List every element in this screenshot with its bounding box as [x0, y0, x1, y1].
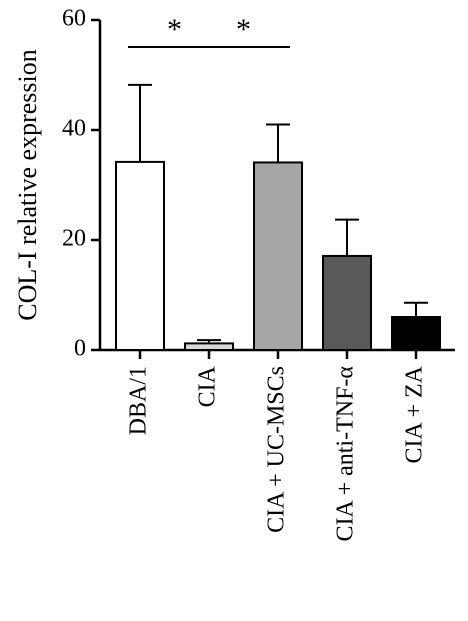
- significance-star: *: [236, 13, 251, 46]
- x-category-label: DBA/1: [126, 366, 152, 435]
- y-ticks: 0 20 40 60: [62, 6, 100, 362]
- y-tick-label: 60: [62, 6, 86, 32]
- bar: [184, 342, 234, 351]
- x-category-label: CIA + anti-TNF-α: [333, 366, 359, 542]
- y-tick-label: 0: [74, 336, 86, 362]
- bar: [115, 160, 165, 351]
- y-axis-title: COL-I relative expression: [13, 49, 42, 320]
- bar: [391, 316, 441, 351]
- x-category-label: CIA + ZA: [402, 365, 428, 463]
- y-tick-label: 20: [62, 226, 86, 252]
- x-category-label: CIA: [195, 365, 221, 407]
- significance-star: *: [167, 13, 182, 46]
- y-tick-label: 40: [62, 116, 86, 142]
- significance-markers: * *: [128, 13, 290, 48]
- x-category-label: CIA + UC-MSCs: [264, 366, 290, 533]
- bar: [253, 161, 303, 351]
- x-ticks: DBA/1 CIA CIA + UC-MSCs CIA + anti-TNF-α CIA…: [126, 350, 428, 541]
- bar: [322, 254, 372, 351]
- bars: [115, 83, 441, 351]
